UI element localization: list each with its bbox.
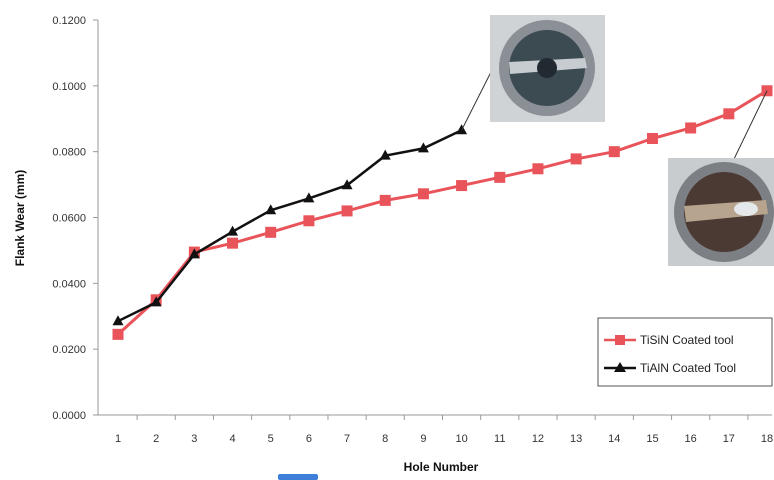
data-point-tialn: [112, 315, 124, 326]
x-tick-label: 9: [420, 433, 426, 445]
x-tick-label: 12: [532, 433, 544, 445]
series-layer: [112, 85, 773, 340]
x-tick-labels: 1 2 3 4 5 6 7 8 9 10 11 12 13 14 15 16 17 18: [115, 415, 773, 445]
data-point-tisin: [417, 188, 429, 200]
data-point-tialn: [341, 179, 353, 190]
data-point-tisin: [456, 180, 468, 192]
data-point-tisin: [379, 194, 391, 206]
x-tick-label: 7: [344, 433, 350, 445]
x-tick-label: 15: [646, 433, 658, 445]
y-tick-label: 0.1000: [52, 81, 86, 93]
data-point-tisin: [570, 153, 582, 165]
data-point-tialn: [303, 192, 315, 203]
data-point-tisin: [608, 146, 620, 158]
data-point-tisin: [723, 108, 735, 120]
data-point-tialn: [379, 149, 391, 160]
x-tick-label: 4: [229, 433, 235, 445]
x-tick-label: 2: [153, 433, 159, 445]
legend-marker-tisin: [615, 335, 625, 345]
x-tick-label: 6: [306, 433, 312, 445]
y-tick-label: 0.0600: [52, 213, 86, 225]
x-tick-label: 14: [608, 433, 620, 445]
x-tick-label: 10: [455, 433, 467, 445]
data-point-tisin: [112, 328, 124, 340]
legend-marker-tialn: [614, 362, 626, 372]
x-tick-label: 11: [494, 433, 505, 445]
y-tick-label: 0.0800: [52, 147, 86, 159]
x-axis-title: Hole Number: [404, 460, 479, 474]
x-tick-label: 8: [382, 433, 388, 445]
legend-label-tisin: TiSiN Coated tool: [640, 333, 734, 347]
y-tick-label: 0.1200: [52, 15, 86, 27]
data-point-tialn: [417, 142, 429, 153]
data-point-tisin: [494, 171, 506, 183]
data-point-tialn: [188, 248, 200, 259]
data-point-tisin: [341, 205, 353, 217]
data-point-tisin: [646, 133, 658, 144]
legend: TiSiN Coated tool TiAlN Coated Tool: [597, 317, 773, 387]
data-point-tialn: [265, 204, 277, 215]
data-point-tialn: [227, 225, 239, 236]
x-tick-label: 5: [268, 433, 274, 445]
series-line-tialn: [117, 129, 463, 323]
x-tick-label: 16: [685, 433, 697, 445]
y-tick-labels: 0.0000 0.0200 0.0400 0.0600 0.0800 0.1000 0.12…: [52, 15, 98, 422]
x-tick-label: 18: [761, 433, 773, 445]
x-tick-label: 3: [191, 433, 197, 445]
inset-photo-tisin: [668, 90, 774, 266]
tool-center: [537, 58, 557, 78]
y-tick-label: 0.0200: [52, 344, 86, 356]
legend-label-tialn: TiAlN Coated Tool: [640, 361, 736, 375]
bottom-ui-artifact: [278, 474, 318, 480]
inset-leader-line: [461, 69, 493, 131]
x-tick-label: 13: [570, 433, 582, 445]
series-line-tisin: [116, 89, 768, 336]
x-tick-label: 1: [115, 433, 121, 445]
inset-photo-tialn: [461, 15, 605, 131]
data-point-tisin: [685, 122, 697, 134]
y-tick-label: 0.0000: [52, 410, 86, 422]
legend-box: [597, 317, 773, 387]
wear-spot: [734, 202, 758, 216]
data-point-tisin: [303, 215, 315, 227]
x-tick-label: 17: [723, 433, 735, 445]
y-tick-label: 0.0400: [52, 278, 86, 290]
y-axis-title: Flank Wear (mm): [13, 170, 27, 266]
data-point-tisin: [265, 226, 277, 238]
data-point-tisin: [227, 237, 239, 249]
data-point-tisin: [532, 163, 544, 175]
data-point-tialn: [150, 296, 162, 307]
